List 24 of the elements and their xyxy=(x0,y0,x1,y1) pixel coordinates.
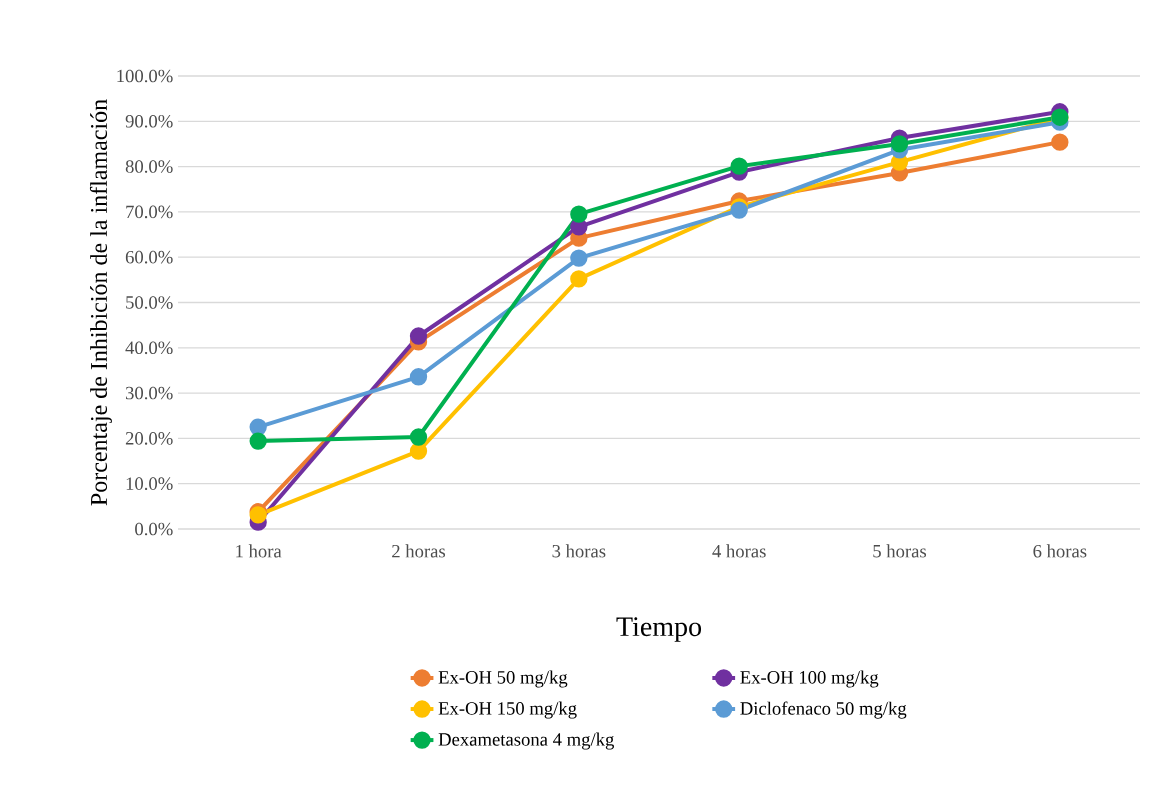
legend-label: Dexametasona 4 mg/kg xyxy=(438,732,614,750)
y-tick-label: 30.0% xyxy=(125,386,173,400)
y-tick-label: 60.0% xyxy=(125,250,173,264)
x-tick-label: 6 horas xyxy=(1033,544,1087,558)
y-tick-label: 50.0% xyxy=(126,296,173,309)
y-tick-label: 10.0% xyxy=(126,477,173,491)
x-tick-label: 2 horas xyxy=(392,544,446,558)
legend-label: Ex-OH 150 mg/kg xyxy=(438,701,577,719)
y-tick-label: 70.0% xyxy=(126,205,173,219)
legend-label: Diclofenaco 50 mg/kg xyxy=(740,701,907,719)
x-tick-label: 1 hora xyxy=(236,544,282,558)
y-tick-label: 90.0% xyxy=(125,114,173,128)
y-tick-label: 100.0% xyxy=(117,69,173,83)
y-tick-label: 20.0% xyxy=(125,432,173,445)
legend-label: Ex-OH 50 mg/kg xyxy=(438,670,568,688)
x-axis-title: Tiempo xyxy=(616,617,702,642)
y-tick-label: 80.0% xyxy=(125,160,173,173)
x-tick-label: 5 horas xyxy=(873,544,927,558)
x-tick-label: 3 horas xyxy=(552,544,606,558)
legend-label: Ex-OH 100 mg/kg xyxy=(740,670,879,688)
y-axis-title: Porcentaje de Inhibición de la inflamación xyxy=(89,99,112,506)
y-tick-label: 40.0% xyxy=(125,341,173,355)
y-tick-label: 0.0% xyxy=(135,522,173,536)
x-tick-label: 4 horas xyxy=(712,544,766,558)
